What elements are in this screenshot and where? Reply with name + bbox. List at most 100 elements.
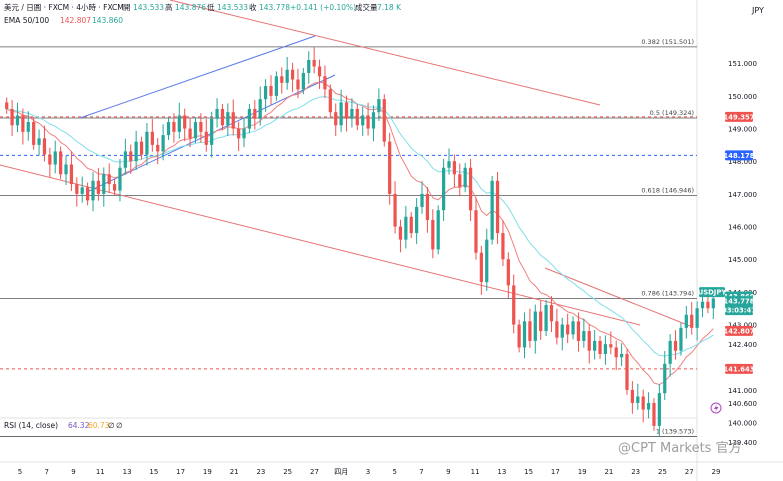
candle-body xyxy=(32,122,36,145)
currency-label: JPY xyxy=(751,6,764,15)
candle-body xyxy=(528,321,532,341)
price-tag-label: 143.778 xyxy=(724,298,755,306)
candle-body xyxy=(673,340,678,351)
candle-body xyxy=(21,115,25,132)
candle-body xyxy=(247,108,252,129)
candle-body xyxy=(53,151,57,165)
volume-label: 成交量 xyxy=(355,2,378,12)
candle-body xyxy=(404,216,408,240)
candle-body xyxy=(679,327,683,351)
candle-body xyxy=(285,69,289,83)
candle-body xyxy=(183,115,187,129)
price-tag-label: 149.357 xyxy=(724,113,755,121)
candle-body xyxy=(59,151,63,175)
y-tick-label: 143.000 xyxy=(728,322,757,330)
candle-body xyxy=(37,138,41,145)
y-tick-label: 150.000 xyxy=(728,93,757,101)
x-tick-label: 19 xyxy=(578,468,587,476)
lower-trend-line xyxy=(0,164,641,326)
candle-body xyxy=(641,396,645,410)
candle-body xyxy=(123,151,127,168)
y-tick-label: 142.400 xyxy=(728,341,757,349)
rsi-label: RSI (14, close) xyxy=(4,421,58,430)
price-tag-label: 141.643 xyxy=(724,365,755,373)
x-tick-label: 13 xyxy=(497,468,506,476)
candle-body xyxy=(668,340,672,364)
candle-body xyxy=(474,210,478,253)
rsi-value-4: ∅ xyxy=(116,421,123,430)
candle-body xyxy=(560,324,564,338)
price-tag-bg xyxy=(725,150,753,161)
candle-body xyxy=(393,193,397,227)
candle-body xyxy=(695,308,699,328)
candle-body xyxy=(571,321,575,335)
candle-body xyxy=(415,206,419,234)
open-value: 143.533 xyxy=(133,3,164,12)
candle-body xyxy=(361,115,365,126)
channel-upper-line xyxy=(79,35,316,119)
y-tick-label: 148.000 xyxy=(728,158,757,166)
candle-body xyxy=(5,102,9,109)
x-tick-label: 21 xyxy=(230,468,239,476)
x-tick-label: 27 xyxy=(310,468,319,476)
candle-body xyxy=(150,131,154,145)
lightning-icon[interactable] xyxy=(710,402,722,414)
candle-body xyxy=(355,108,359,126)
candle-body xyxy=(231,112,235,129)
candle-body xyxy=(490,180,494,240)
candle-body xyxy=(479,252,483,283)
rsi-legend: RSI (14, close) 64.32 60.73 ∅ ∅ xyxy=(4,421,123,430)
price-tag-bg xyxy=(725,305,753,316)
rsi-value-2: 60.73 xyxy=(88,421,110,430)
plot-area[interactable] xyxy=(0,0,697,462)
candle-body xyxy=(334,112,338,126)
candle-body xyxy=(237,128,241,139)
candle-body xyxy=(85,187,90,201)
high-label: 高 xyxy=(165,2,173,12)
candle-body xyxy=(646,402,651,410)
candle-body xyxy=(91,180,95,201)
candle-body xyxy=(700,301,705,309)
candle-body xyxy=(388,141,392,194)
upper-trend-line xyxy=(169,0,601,106)
candle-body xyxy=(10,108,14,126)
candle-body xyxy=(501,233,505,260)
candle-body xyxy=(409,216,413,234)
x-tick-label: 27 xyxy=(685,468,694,476)
x-tick-label: 17 xyxy=(176,468,185,476)
candle-body xyxy=(242,128,246,139)
candle-body xyxy=(301,73,305,90)
y-tick-label: 140.600 xyxy=(728,400,757,408)
candle-body xyxy=(512,285,516,325)
candle-body xyxy=(220,108,225,126)
rsi-value-1: 64.32 xyxy=(68,421,90,430)
close-value: 143.778 xyxy=(259,3,290,12)
x-tick-label: 15 xyxy=(149,468,158,476)
candle-body xyxy=(323,76,327,90)
y-tick-label: 139.400 xyxy=(728,439,757,447)
x-tick-label: 23 xyxy=(631,468,640,476)
y-tick-label: 149.000 xyxy=(728,126,757,134)
candle-body xyxy=(452,161,457,175)
candle-body xyxy=(544,304,548,332)
candle-body xyxy=(253,108,257,119)
candle-body xyxy=(118,167,122,191)
candle-body xyxy=(161,135,165,152)
x-tick-label: 23 xyxy=(256,468,265,476)
candle-body xyxy=(582,331,586,341)
candle-body xyxy=(468,167,473,211)
low-value: 143.533 xyxy=(217,3,248,12)
candle-body xyxy=(134,141,138,162)
x-tick-label: 11 xyxy=(471,468,480,476)
y-tick-label: 145.000 xyxy=(728,256,757,264)
candle-body xyxy=(522,321,527,348)
candle-body xyxy=(188,128,192,139)
candle-body xyxy=(684,314,688,328)
candle-body xyxy=(269,86,273,96)
fibonacci-levels: 0.382 (151.501) 0.5 (149.324) 0.618 (146.9… xyxy=(0,38,697,437)
ohlc-readout: 開 143.533 高 143.876 低 143.533 收 143.778 … xyxy=(123,2,402,12)
candle-body xyxy=(593,340,597,351)
candle-body xyxy=(107,174,111,185)
candle-body xyxy=(112,184,117,191)
